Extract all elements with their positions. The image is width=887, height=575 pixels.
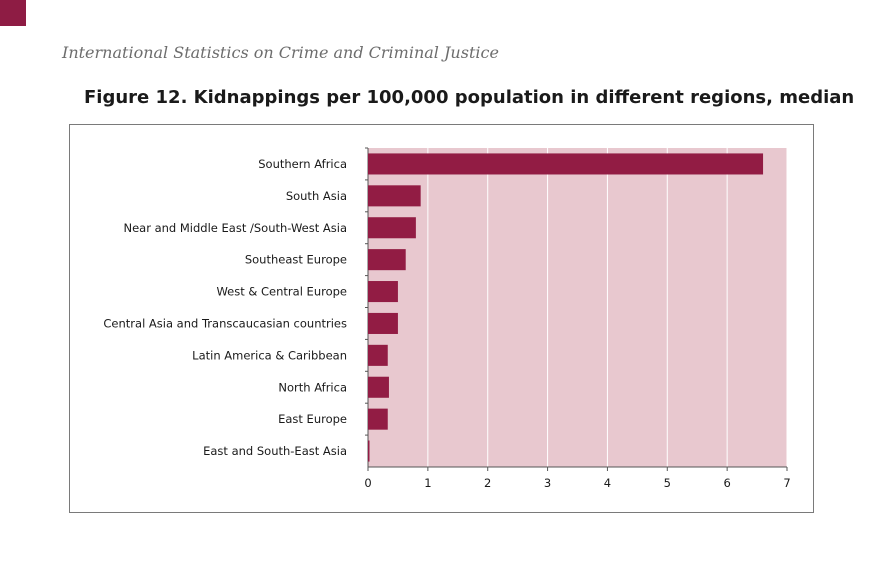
x-tick-label: 5 xyxy=(664,476,671,490)
x-tick-label: 0 xyxy=(364,476,371,490)
bar xyxy=(368,249,406,271)
bar xyxy=(368,408,388,430)
category-label: Southeast Europe xyxy=(245,253,347,267)
category-label: West & Central Europe xyxy=(216,285,347,299)
x-tick-label: 2 xyxy=(484,476,491,490)
category-label: North Africa xyxy=(278,380,347,394)
x-tick-label: 4 xyxy=(604,476,611,490)
category-label: Central Asia and Transcaucasian countrie… xyxy=(103,316,347,330)
bar xyxy=(368,153,764,175)
figure-title: Figure 12. Kidnappings per 100,000 popul… xyxy=(84,87,855,108)
chart-frame: 0 1 2 3 4 5 6 7 Southern Africa South Asia Near an… xyxy=(69,124,814,513)
x-tick-label: 6 xyxy=(723,476,730,490)
bar xyxy=(368,217,416,239)
bar-chart: 0 1 2 3 4 5 6 7 Southern Africa South Asia Near an… xyxy=(103,147,791,490)
corner-accent-mark xyxy=(0,0,26,26)
bar xyxy=(368,185,421,207)
category-label: Near and Middle East /South-West Asia xyxy=(123,221,347,235)
plot-area xyxy=(368,148,787,467)
x-tick-label: 7 xyxy=(783,476,790,490)
bar xyxy=(368,376,389,398)
bar xyxy=(368,344,388,366)
x-tick-label: 3 xyxy=(544,476,551,490)
running-header: International Statistics on Crime and Cr… xyxy=(62,43,499,62)
category-label: Latin America & Caribbean xyxy=(192,348,347,362)
bar xyxy=(368,440,370,462)
bar xyxy=(368,312,398,334)
bar xyxy=(368,281,398,303)
category-label: East Europe xyxy=(278,412,347,426)
category-label: East and South-East Asia xyxy=(203,444,347,458)
category-label: Southern Africa xyxy=(258,157,347,171)
category-label: South Asia xyxy=(286,189,347,203)
x-tick-label: 1 xyxy=(424,476,431,490)
